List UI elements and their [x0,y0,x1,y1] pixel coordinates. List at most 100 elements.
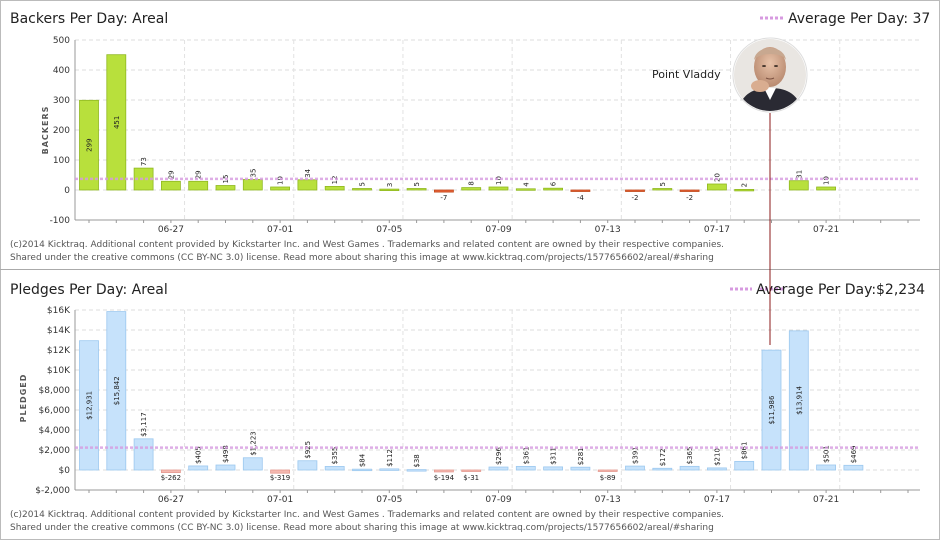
pledges-bar-value-label: $3,117 [140,412,148,437]
backers-y-tick-label: 0 [64,186,70,196]
backers-bar [433,189,454,193]
backers-bar [160,180,181,191]
backers-bar [188,180,209,191]
pledges-bar-value-label: $38 [413,454,421,467]
backers-x-tick-label: 07-05 [376,225,402,235]
pledges-bar-value-label: $365 [686,447,694,465]
backers-bar [652,188,673,191]
pledges-bar-value-label: $296 [495,447,503,465]
pledges-x-tick-label: 07-13 [595,495,621,505]
pledges-bar [707,467,727,471]
pledges-bar [133,438,154,471]
backers-y-tick-label: 300 [53,96,70,106]
pledges-bar-value-label: $-31 [463,474,479,482]
pledges-average-value: $2,234 [876,282,925,298]
pledges-bar [106,311,127,471]
backers-bar [324,185,345,191]
backers-bar [707,183,727,191]
pledges-bar [352,468,372,472]
pledges-bar-value-label: $12,931 [86,391,94,420]
pledges-chart-title: Pledges Per Day: Areal [10,282,168,298]
backers-bar [816,186,836,191]
backers-x-tick-label: 07-13 [595,225,621,235]
pledges-bar-value-label: $-194 [434,474,455,482]
backers-bar [515,188,536,191]
pledges-bar-value-label: $281 [577,447,585,465]
backers-chart-title: Backers Per Day: Areal [10,11,168,27]
pledges-bar-value-label: $469 [850,445,858,463]
pledges-bar [788,330,809,471]
pledges-chart: Pledges Per Day: Areal Average Per Day: $… [10,282,925,533]
backers-bar-value-label: 10 [823,176,831,185]
pledges-bar [242,457,263,471]
pledges-y-tick-label: $6,000 [39,406,71,416]
pledges-y-tick-label: $10K [47,366,71,376]
pledges-footer-line2: Shared under the creative commons (CC BY… [10,523,714,533]
backers-footer-line1: (c)2014 Kicktraq. Additional content pro… [10,240,724,250]
pledges-bar [433,469,454,473]
backers-chart: Backers Per Day: Areal Average Per Day: 3… [10,11,930,263]
backers-bar [734,188,755,192]
backers-x-tick-label: 07-01 [267,225,293,235]
backers-bar [352,188,372,191]
pledges-bar-value-label: $172 [659,448,667,466]
backers-y-tick-label: 200 [53,126,70,136]
avatar [732,37,808,113]
backers-footer-line2: Shared under the creative commons (CC BY… [10,253,714,263]
backers-bar-value-label: -7 [440,194,447,202]
pledges-bar-value-label: $210 [713,448,721,466]
backers-y-axis-label: BACKERS [41,106,50,155]
pledges-bar [652,467,673,471]
backers-bar-value-label: 5 [659,182,667,186]
pledges-bar-value-label: $355 [331,447,339,465]
pledges-bar [324,466,345,471]
pledges-x-tick-label: 07-01 [267,495,293,505]
pledges-y-tick-label: $14K [47,326,71,336]
backers-bar [461,187,482,191]
backers-bar-value-label: -2 [686,194,693,202]
pledges-bar-value-label: $-319 [270,474,290,482]
pledges-x-tick-label: 06-27 [158,495,184,505]
pledges-bar-value-label: $925 [304,441,312,459]
annotation-label: Point Vladdy [652,68,721,81]
backers-bar [406,188,427,191]
backers-bar-value-label: 10 [277,176,285,185]
backers-bar [788,180,809,191]
pledges-average-label: Average Per Day: [756,282,876,298]
pledges-bar [461,469,482,472]
backers-bar-value-label: 451 [113,116,121,129]
backers-bar [270,186,291,191]
backers-bar-value-label: 6 [550,181,558,186]
pledges-bar [215,464,236,471]
pledges-bar [515,465,536,471]
backers-bar [133,167,154,191]
pledges-y-tick-label: $8,000 [39,386,71,396]
backers-x-tick-label: 07-21 [813,225,839,235]
pledges-bar-value-label: $405 [195,446,203,464]
pledges-bar-value-label: $361 [522,447,530,465]
pledges-footer-line1: (c)2014 Kicktraq. Additional content pro… [10,510,724,520]
backers-bar-value-label: 8 [468,181,476,185]
pledges-bar [406,469,427,472]
backers-average-label: Average Per Day: 37 [788,11,930,27]
backers-bar-value-label: 29 [167,170,175,179]
backers-y-tick-label: -100 [50,216,71,226]
backers-y-tick-label: 400 [53,66,70,76]
pledges-bar-value-label: $15,842 [113,376,121,405]
pledges-bar [625,465,645,471]
pledges-bar [816,464,836,471]
pledges-bar-value-label: $-89 [600,474,616,482]
pledges-bar [679,465,700,471]
pledges-y-axis-label: PLEDGED [19,374,28,423]
backers-bar [488,186,509,191]
backers-x-tick-label: 07-17 [704,225,730,235]
pledges-x-tick-label: 07-21 [813,495,839,505]
pledges-bar [843,464,864,471]
pledges-bar [79,340,99,471]
backers-bar-value-label: 299 [86,138,94,151]
pledges-bar [488,466,509,471]
pledges-bar [379,468,400,471]
pledges-y-tick-label: $4,000 [39,426,71,436]
backers-bar [379,188,400,192]
pledges-bar [543,466,563,471]
